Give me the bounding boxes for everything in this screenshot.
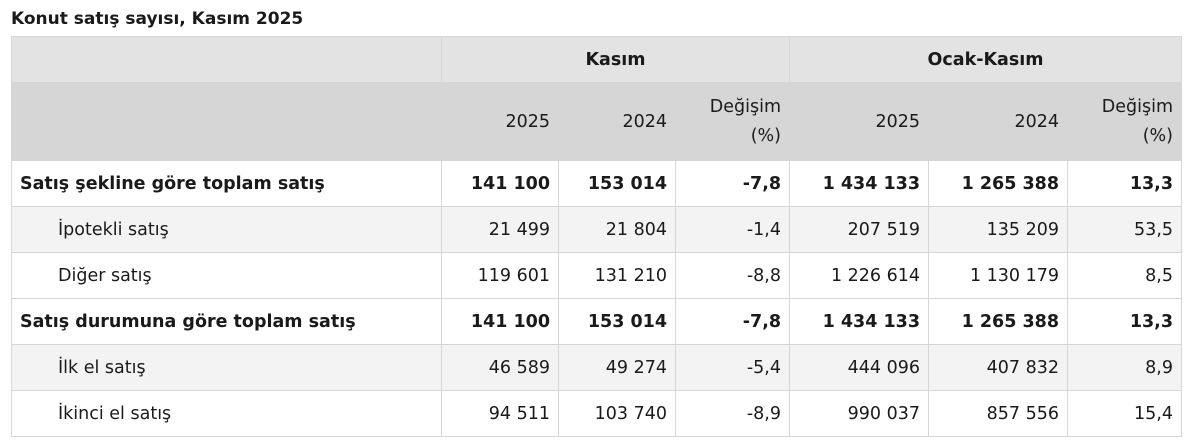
table-row: Satış durumuna göre toplam satış 141 100 1… [11,298,1183,345]
table-row: Satış şekline göre toplam satış 141 100 15… [11,160,1183,207]
housing-sales-table: Kasım Ocak-Kasım 2025 2024 Değişim (%) 20… [11,36,1183,437]
group-header-ocak-kasim: Ocak-Kasım [789,36,1183,83]
row-label: Satış durumuna göre toplam satış [11,298,442,345]
value-cell: -8,8 [674,252,791,299]
value-cell: 119 601 [441,252,559,299]
value-cell: 8,9 [1067,344,1183,391]
column-header-line: Değişim [709,96,782,117]
value-cell: 53,5 [1067,206,1183,253]
value-cell: 21 804 [558,206,676,253]
corner-cell [11,36,442,83]
row-label: İpotekli satış [11,206,442,253]
value-cell: 1 434 133 [789,160,930,207]
row-label: Satış şekline göre toplam satış [11,160,442,207]
table-title: Konut satış sayısı, Kasım 2025 [11,9,304,29]
column-header: 2024 [558,82,676,161]
column-header-line: Değişim [1101,96,1174,117]
column-header: 2025 [789,82,930,161]
value-cell: 46 589 [441,344,559,391]
value-cell: 1 226 614 [789,252,930,299]
value-cell: 103 740 [558,390,676,437]
value-cell: 1 265 388 [928,160,1069,207]
value-cell: 131 210 [558,252,676,299]
value-cell: 15,4 [1067,390,1183,437]
value-cell: -8,9 [674,390,791,437]
value-cell: 141 100 [441,160,559,207]
column-header-line: (%) [750,125,782,146]
value-cell: 207 519 [789,206,930,253]
value-cell: -5,4 [674,344,791,391]
column-header: 2024 [928,82,1069,161]
value-cell: 13,3 [1067,298,1183,345]
table-row: İlk el satış 46 589 49 274 -5,4 444 096 407 8… [11,344,1183,391]
row-label: İkinci el satış [11,390,442,437]
column-header: Değişim (%) [1067,82,1183,161]
group-header-kasim: Kasım [440,36,791,83]
table-row: İkinci el satış 94 511 103 740 -8,9 990 037 8… [11,390,1183,437]
value-cell: 135 209 [928,206,1069,253]
value-cell: 21 499 [441,206,559,253]
corner-cell [11,82,442,161]
value-cell: 1 434 133 [789,298,930,345]
value-cell: 1 265 388 [928,298,1069,345]
row-label: Diğer satış [11,252,442,299]
table-row: Diğer satış 119 601 131 210 -8,8 1 226 614 1 … [11,252,1183,299]
value-cell: 1 130 179 [928,252,1069,299]
value-cell: -1,4 [674,206,791,253]
column-header: 2025 [441,82,559,161]
value-cell: 141 100 [441,298,559,345]
table-body: Satış şekline göre toplam satış 141 100 15… [11,160,1183,437]
value-cell: 153 014 [558,298,676,345]
column-header-line: (%) [1142,125,1174,146]
value-cell: 407 832 [928,344,1069,391]
value-cell: 444 096 [789,344,930,391]
column-header: Değişim (%) [674,82,791,161]
value-cell: 153 014 [558,160,676,207]
value-cell: 13,3 [1067,160,1183,207]
value-cell: 8,5 [1067,252,1183,299]
table-row: İpotekli satış 21 499 21 804 -1,4 207 519 135… [11,206,1183,253]
value-cell: 990 037 [789,390,930,437]
value-cell: -7,8 [674,298,791,345]
value-cell: 857 556 [928,390,1069,437]
value-cell: -7,8 [674,160,791,207]
row-label: İlk el satış [11,344,442,391]
value-cell: 49 274 [558,344,676,391]
column-header-row: 2025 2024 Değişim (%) 2025 2024 Değişim (%… [11,82,1183,161]
group-header-row: Kasım Ocak-Kasım [11,36,1183,83]
value-cell: 94 511 [441,390,559,437]
